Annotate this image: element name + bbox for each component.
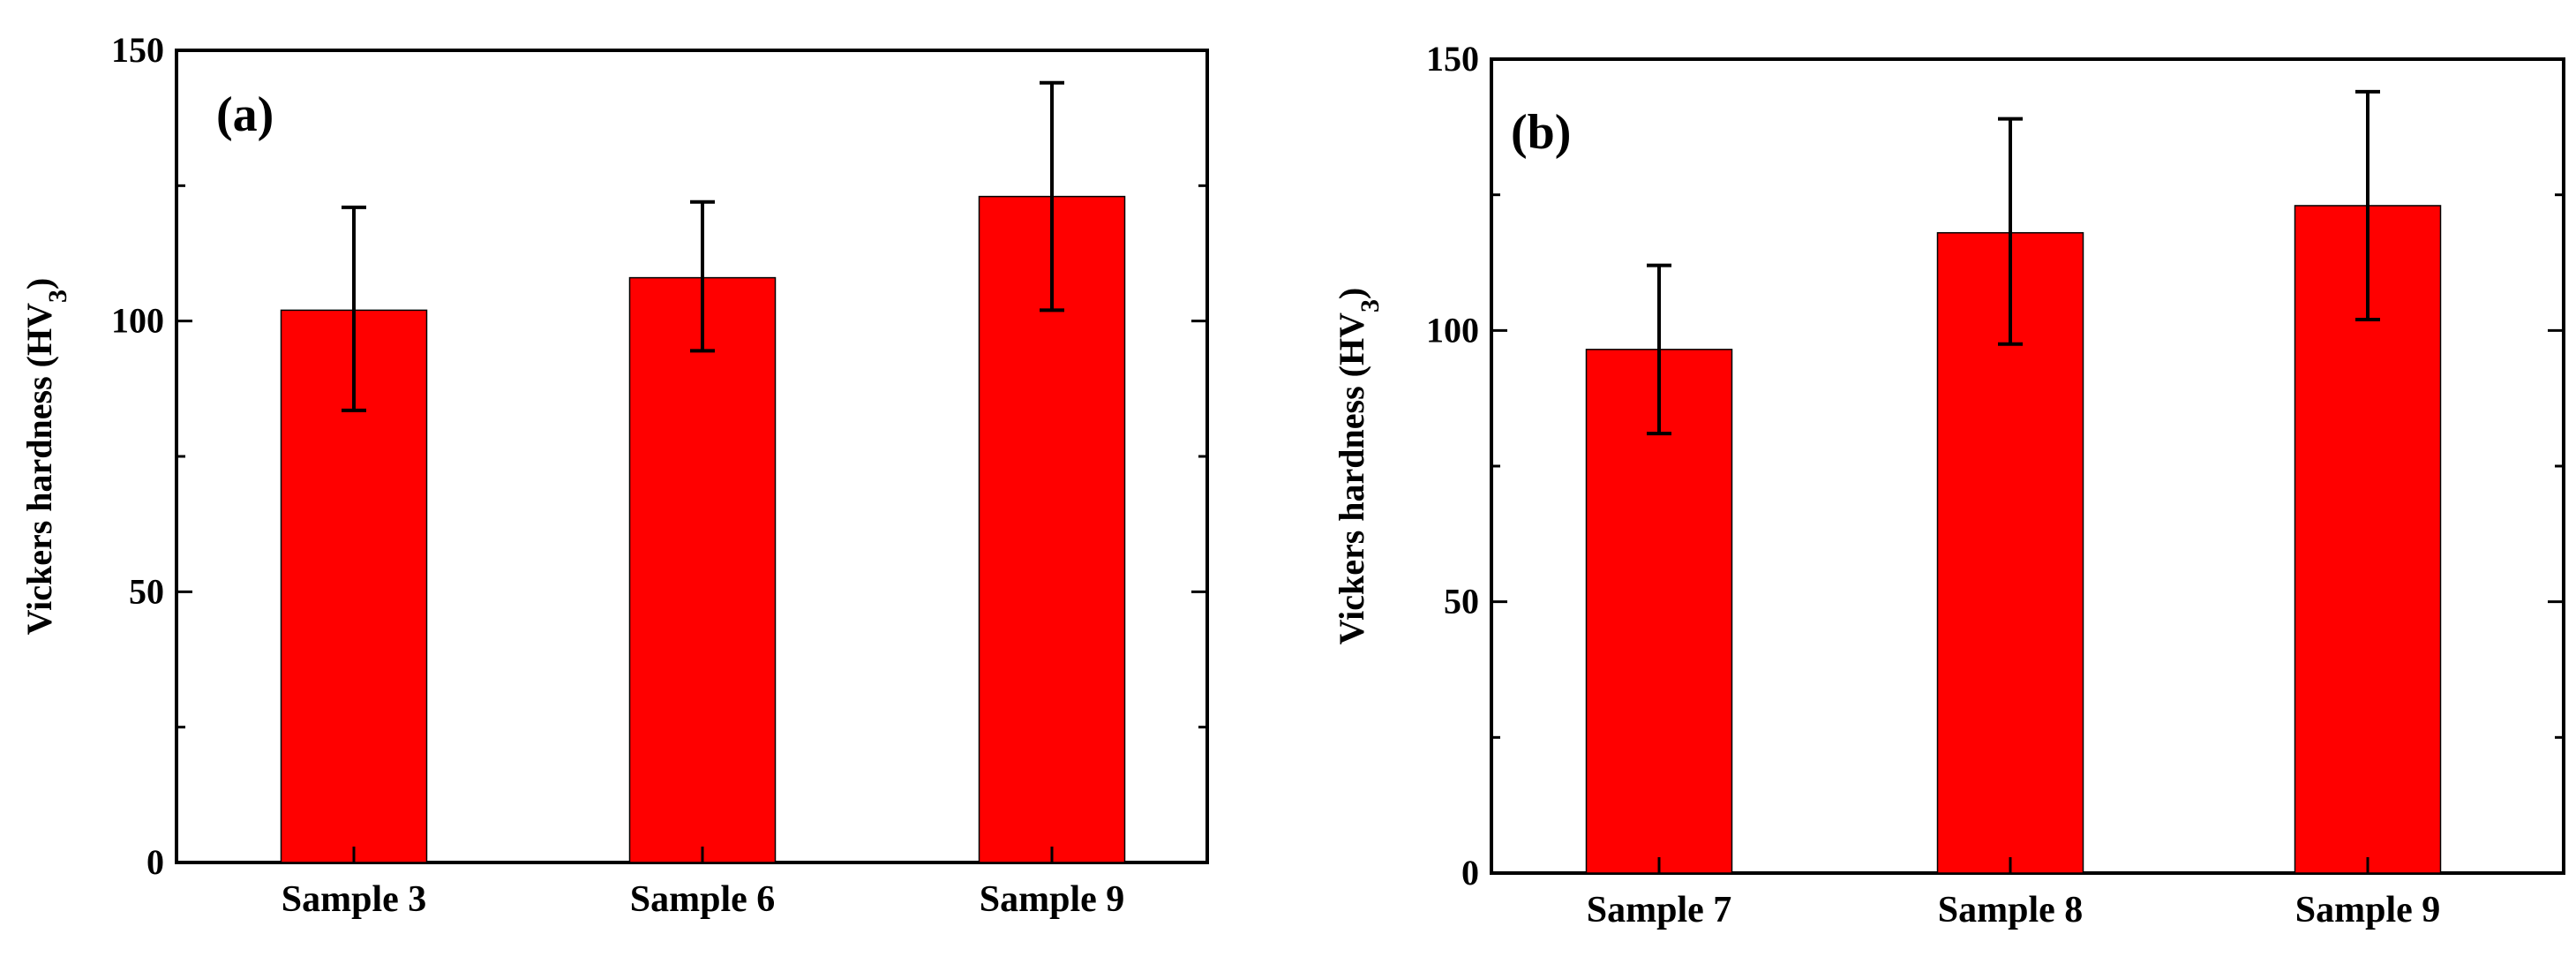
x-tick-label: Sample 9	[2295, 890, 2441, 930]
y-tick-label: 150	[111, 30, 164, 70]
x-tick-label: Sample 6	[630, 879, 776, 920]
chart-panel-b: 0 50 100 150 Sample 7 Sample 8 Sample 9 (b) V…	[1332, 39, 2565, 930]
x-tick-label: Sample 8	[1938, 890, 2084, 930]
bar	[628, 276, 777, 863]
panel-label: (b)	[1511, 105, 1571, 160]
y-tick-label: 50	[1444, 582, 1479, 621]
panel-label: (a)	[216, 87, 274, 142]
y-tick-label: 0	[1461, 853, 1479, 892]
chart-panel-a: 0 50 100 150 Sample 3 Sample 6 Sample 9 (a) V…	[19, 30, 1209, 920]
y-axis-title: Vickers hardness (HV3)	[19, 278, 72, 636]
y-tick-label: 0	[146, 842, 164, 882]
y-tick-label: 100	[1426, 310, 1479, 350]
y-tick-label: 150	[1426, 39, 1479, 79]
y-axis-title: Vickers hardness (HV3)	[1332, 288, 1385, 645]
y-tick-label: 100	[111, 301, 164, 341]
bar	[1585, 349, 1733, 874]
x-tick-label: Sample 3	[282, 879, 427, 920]
x-tick-label: Sample 7	[1587, 890, 1732, 930]
x-tick-label: Sample 9	[980, 879, 1125, 920]
y-tick-label: 50	[129, 571, 164, 611]
